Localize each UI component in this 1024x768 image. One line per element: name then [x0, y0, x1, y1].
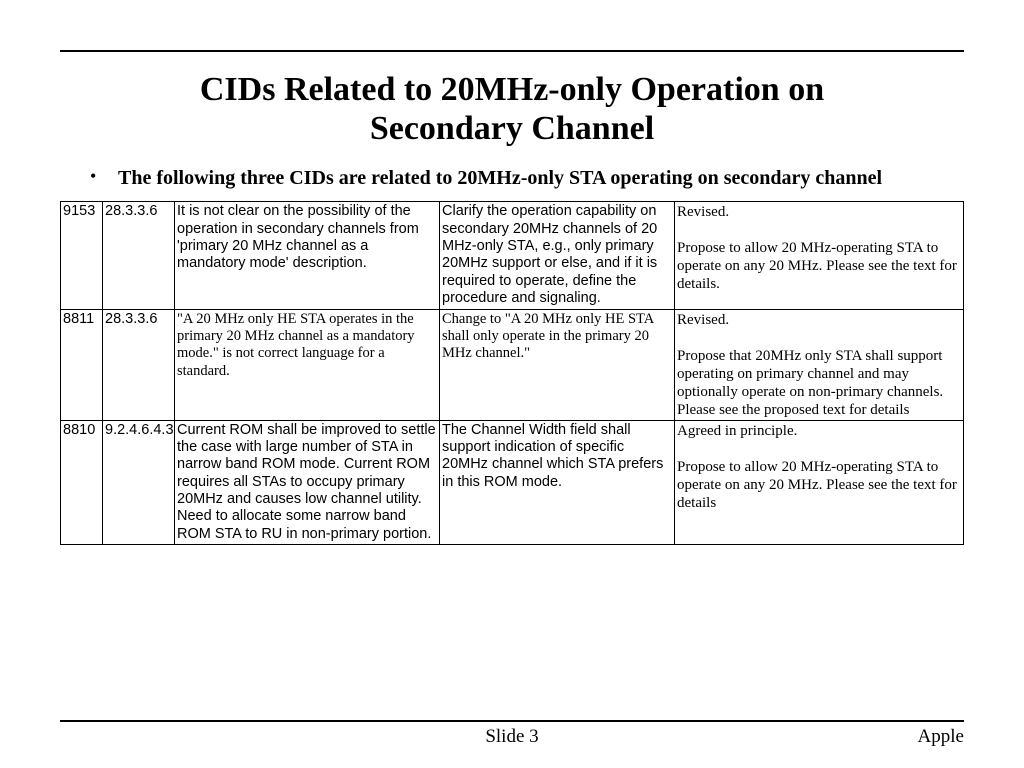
cid-cell: 8811 — [61, 309, 103, 420]
resolution-status: Agreed in principle. — [677, 423, 797, 439]
clause-cell: 28.3.3.6 — [103, 309, 175, 420]
table-row: 8810 9.2.4.6.4.3 Current ROM shall be im… — [61, 420, 964, 545]
resolution-detail: Propose to allow 20 MHz-operating STA to… — [677, 459, 957, 511]
resolution-status: Revised. — [677, 204, 729, 220]
cid-table: 9153 28.3.3.6 It is not clear on the pos… — [60, 201, 964, 545]
comment-cell: It is not clear on the possibility of th… — [175, 202, 440, 309]
footer-company: Apple — [663, 726, 964, 748]
proposed-cell: The Channel Width field shall support in… — [440, 420, 675, 545]
comment-cell: Current ROM shall be improved to settle … — [175, 420, 440, 545]
footer-left — [60, 726, 361, 748]
bullet-dot-icon: • — [90, 166, 118, 188]
top-rule — [60, 50, 964, 52]
resolution-cell: Revised. Propose to allow 20 MHz-operati… — [675, 202, 964, 309]
table-row: 8811 28.3.3.6 "A 20 MHz only HE STA oper… — [61, 309, 964, 420]
cid-cell: 8810 — [61, 420, 103, 545]
comment-cell: "A 20 MHz only HE STA operates in the pr… — [175, 309, 440, 420]
footer-rule — [60, 720, 964, 722]
footer-slide-number: Slide 3 — [361, 726, 662, 748]
proposed-cell: Clarify the operation capability on seco… — [440, 202, 675, 309]
bullet-text: The following three CIDs are related to … — [118, 166, 882, 191]
slide-title: CIDs Related to 20MHz-only Operation on … — [60, 70, 964, 148]
footer: Slide 3 Apple — [60, 720, 964, 748]
resolution-status: Revised. — [677, 312, 729, 328]
title-line-2: Secondary Channel — [370, 110, 654, 147]
table-row: 9153 28.3.3.6 It is not clear on the pos… — [61, 202, 964, 309]
title-line-1: CIDs Related to 20MHz-only Operation on — [200, 71, 824, 108]
resolution-detail: Propose that 20MHz only STA shall suppor… — [677, 348, 943, 418]
clause-cell: 28.3.3.6 — [103, 202, 175, 309]
resolution-cell: Agreed in principle. Propose to allow 20… — [675, 420, 964, 545]
proposed-cell: Change to "A 20 MHz only HE STA shall on… — [440, 309, 675, 420]
resolution-cell: Revised. Propose that 20MHz only STA sha… — [675, 309, 964, 420]
resolution-detail: Propose to allow 20 MHz-operating STA to… — [677, 240, 957, 292]
cid-cell: 9153 — [61, 202, 103, 309]
clause-cell: 9.2.4.6.4.3 — [103, 420, 175, 545]
bullet-item: • The following three CIDs are related t… — [60, 166, 964, 191]
